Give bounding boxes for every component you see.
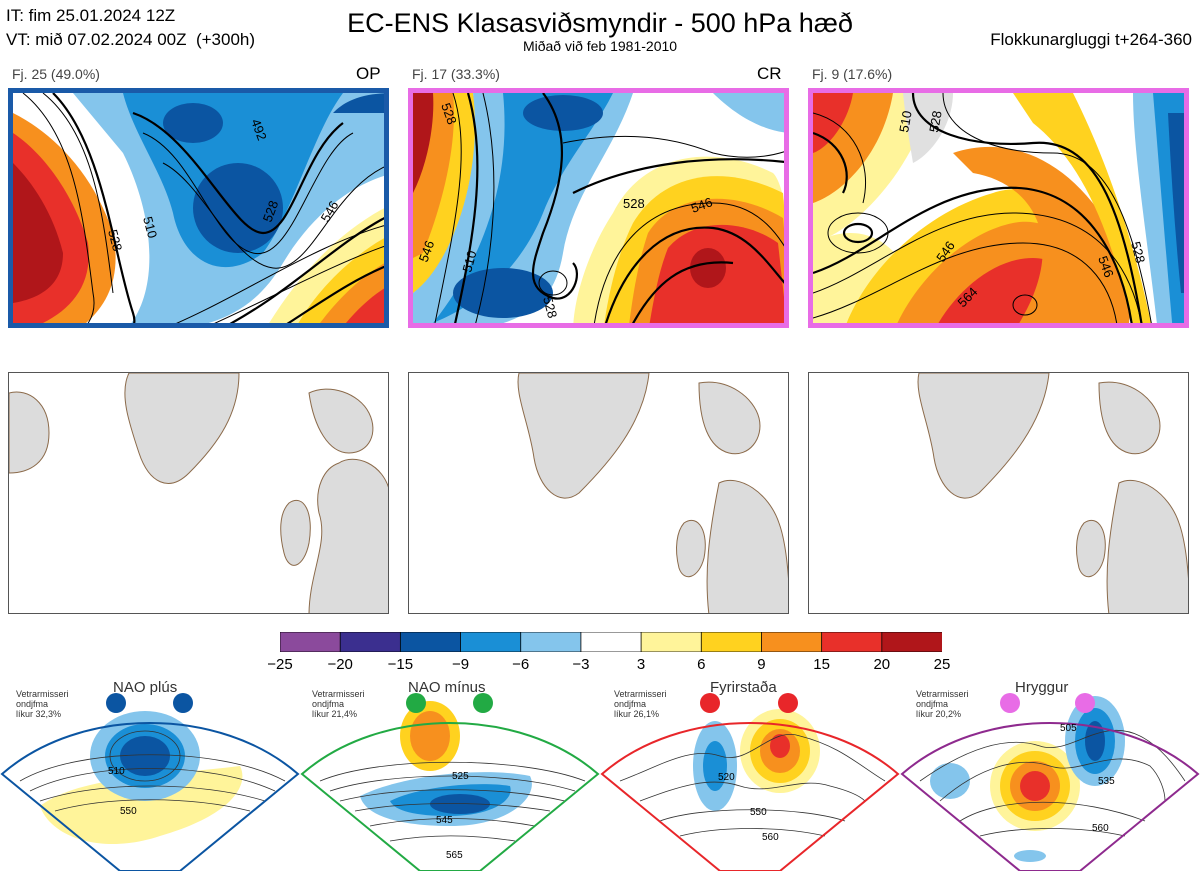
colorbar-tick-label: 25 xyxy=(933,656,951,673)
contour-label: 546 xyxy=(1095,254,1117,280)
colorbar-tick-label: 3 xyxy=(636,656,646,673)
regime-info: Vetrarmisseri ondjfma líkur 26,1% xyxy=(614,689,667,719)
regime-name: NAO mínus xyxy=(408,679,486,696)
contour-label: 528 xyxy=(105,228,125,253)
page-title: EC-ENS Klasasviðsmyndir - 500 hPa hæð xyxy=(347,8,853,38)
colorbar-swatch xyxy=(640,632,703,652)
contour-label: 528 xyxy=(623,196,645,211)
contour-label: 510 xyxy=(459,249,479,274)
colorbar-swatch xyxy=(761,632,823,652)
colorbar-swatch xyxy=(460,632,522,652)
colorbar-swatch xyxy=(580,632,642,652)
regime-ridge: 505 535 560 Hryggur Vetrarmisseri ondjfm… xyxy=(900,679,1200,871)
regime-blocking: 520 550 560 Fyrirstaða Vetrarmisseri ond… xyxy=(600,679,900,871)
colorbar-tick-label: −3 xyxy=(572,656,590,673)
initial-time: IT: fim 25.01.2024 12Z xyxy=(6,6,176,25)
contour-label: 528 xyxy=(1128,240,1148,265)
contour-label: 528 xyxy=(260,199,282,225)
cluster-2-map: 546 528 510 528 528 546 xyxy=(408,88,789,328)
contour-label: 545 xyxy=(436,815,453,826)
regime-nao-plus: 510 550 NAO plús Vetrarmisseri ondjfma l… xyxy=(0,679,300,871)
classification-window: Flokkunargluggi t+264-360 xyxy=(990,30,1192,49)
regime-info: Vetrarmisseri ondjfma líkur 21,4% xyxy=(312,689,365,719)
base-map-1 xyxy=(8,372,389,614)
colorbar-swatch xyxy=(700,632,763,652)
colorbar-tick-label: −25 xyxy=(267,656,293,673)
cluster-3-label: Fj. 9 (17.6%) xyxy=(812,66,893,82)
cluster-1-map: 528 492 510 528 546 xyxy=(8,88,389,328)
contour-label: 510 xyxy=(140,215,160,240)
contour-label: 528 xyxy=(540,295,560,320)
colorbar-tick-label: −6 xyxy=(512,656,530,673)
contour-label: 520 xyxy=(718,772,735,783)
contour-label: 525 xyxy=(452,771,469,782)
regime-name: Fyrirstaða xyxy=(710,679,777,696)
contour-label: 528 xyxy=(438,101,460,127)
colorbar-tick-label: −9 xyxy=(451,656,470,673)
regime-nao-minus: 525 545 565 NAO mínus Vetrarmisseri ondj… xyxy=(300,679,600,871)
colorbar-tick-label: 20 xyxy=(873,656,891,673)
contour-label: 505 xyxy=(1060,723,1077,734)
cluster-1-tag: OP xyxy=(356,64,381,83)
cluster-2-tag: CR xyxy=(757,64,782,83)
contour-label: 510 xyxy=(896,110,915,134)
regime-name: Hryggur xyxy=(1015,679,1069,696)
regime-name: NAO plús xyxy=(113,679,178,696)
contour-label: 560 xyxy=(1092,823,1109,834)
contour-label: 535 xyxy=(1098,776,1115,787)
cluster-2-label: Fj. 17 (33.3%) xyxy=(412,66,500,82)
colorbar-swatch xyxy=(280,632,342,652)
cluster-1-label: Fj. 25 (49.0%) xyxy=(12,66,100,82)
colorbar-swatch xyxy=(520,632,582,652)
colorbar-tick-label: 6 xyxy=(697,656,706,673)
colorbar-swatch xyxy=(821,632,883,652)
contour-label: 546 xyxy=(689,194,715,216)
contour-label: 528 xyxy=(926,110,945,134)
regime-info: Vetrarmisseri ondjfma líkur 32,3% xyxy=(16,689,69,719)
base-map-3 xyxy=(808,372,1189,614)
page-subtitle: Miðað við feb 1981-2010 xyxy=(522,38,678,54)
cluster-3-map: 510 528 546 564 546 528 xyxy=(808,88,1189,328)
colorbar-swatch xyxy=(399,632,462,652)
contour-label: 492 xyxy=(248,117,270,143)
contour-label: 550 xyxy=(120,806,137,817)
contour-label: 560 xyxy=(762,832,779,843)
base-map-2 xyxy=(408,372,789,614)
contour-label: 550 xyxy=(750,807,767,818)
colorbar-swatch xyxy=(881,632,942,652)
colorbar-tick-label: 9 xyxy=(757,656,766,673)
regime-info: Vetrarmisseri ondjfma líkur 20,2% xyxy=(916,689,969,719)
contour-label: 546 xyxy=(416,239,438,265)
colorbar-swatch xyxy=(339,632,402,652)
valid-time: VT: mið 07.02.2024 00Z (+300h) xyxy=(6,30,256,49)
colorbar xyxy=(280,632,942,652)
contour-label: 565 xyxy=(446,850,463,861)
colorbar-tick-label: 15 xyxy=(813,656,830,673)
contour-label: 510 xyxy=(108,766,125,777)
colorbar-tick-label: −20 xyxy=(327,656,353,673)
colorbar-tick-label: −15 xyxy=(387,656,414,673)
